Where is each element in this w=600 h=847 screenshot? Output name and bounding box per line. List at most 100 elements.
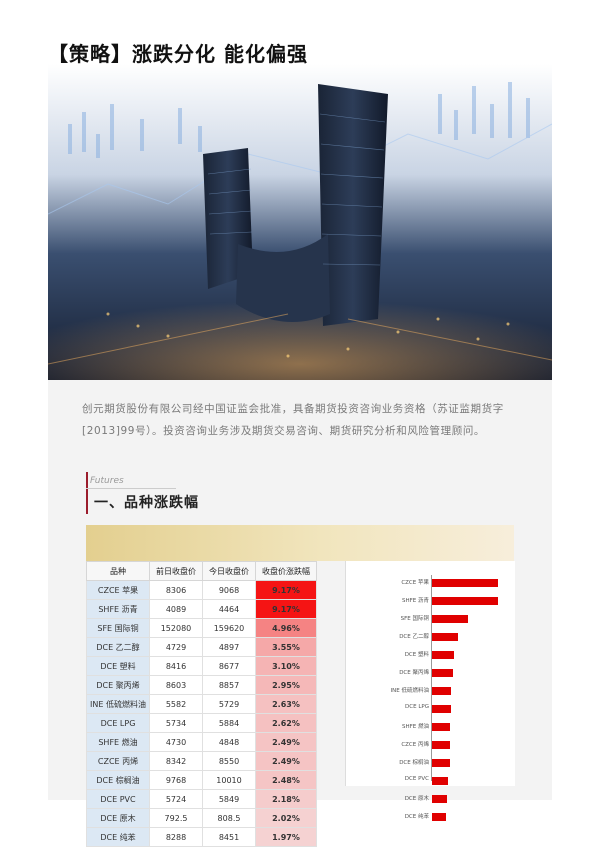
- cell-prev: 8416: [149, 656, 203, 676]
- cell-today: 8451: [202, 827, 256, 847]
- cell-name: DCE LPG: [86, 713, 150, 733]
- cell-today: 5849: [202, 789, 256, 809]
- bar-row: DCE 棕榈油: [346, 757, 515, 769]
- cell-today: 5884: [202, 713, 256, 733]
- bar: [432, 759, 450, 767]
- cell-prev: 5724: [149, 789, 203, 809]
- cell-name: DCE PVC: [86, 789, 150, 809]
- table-header-row: 品种 前日收盘价 今日收盘价 收盘价涨跌幅: [86, 561, 317, 581]
- table-row: INE 低硫燃料油 5582 5729 2.63%: [86, 694, 317, 714]
- bar-row: DCE PVC: [346, 775, 515, 787]
- table-row: SHFE 沥青 4089 4464 9.17%: [86, 599, 317, 619]
- cell-change: 2.49%: [255, 732, 317, 752]
- bar: [432, 813, 447, 821]
- bar-row: DCE 原木: [346, 793, 515, 805]
- table-row: DCE 原木 792.5 808.5 2.02%: [86, 808, 317, 828]
- cell-name: INE 低硫燃料油: [86, 694, 150, 714]
- bar: [432, 741, 450, 749]
- cell-today: 4897: [202, 637, 256, 657]
- cell-change: 3.55%: [255, 637, 317, 657]
- cell-change: 9.17%: [255, 580, 317, 600]
- table-row: DCE 聚丙烯 8603 8857 2.95%: [86, 675, 317, 695]
- chart-axis: [431, 575, 432, 781]
- bar: [432, 579, 499, 587]
- cell-today: 8677: [202, 656, 256, 676]
- table-row: DCE LPG 5734 5884 2.62%: [86, 713, 317, 733]
- table-row: SHFE 燃油 4730 4848 2.49%: [86, 732, 317, 752]
- bar-label: DCE 聚丙烯: [399, 670, 429, 676]
- cell-name: DCE 纯苯: [86, 827, 150, 847]
- section-title: 一、品种涨跌幅: [94, 495, 199, 511]
- header-change: 收盘价涨跌幅: [255, 561, 317, 581]
- bar: [432, 795, 447, 803]
- bar-label: DCE 原木: [404, 796, 429, 802]
- cell-today: 808.5: [202, 808, 256, 828]
- section-divider: [86, 488, 176, 489]
- header-prev-close: 前日收盘价: [149, 561, 203, 581]
- cell-today: 10010: [202, 770, 256, 790]
- cell-name: DCE 乙二醇: [86, 637, 150, 657]
- header-today-close: 今日收盘价: [202, 561, 256, 581]
- bar-label: DCE 棕榈油: [399, 760, 429, 766]
- table-row: DCE PVC 5724 5849 2.18%: [86, 789, 317, 809]
- cell-name: SHFE 燃油: [86, 732, 150, 752]
- cell-prev: 8603: [149, 675, 203, 695]
- cell-change: 3.10%: [255, 656, 317, 676]
- table-row: DCE 纯苯 8288 8451 1.97%: [86, 827, 317, 847]
- bar-row: SFE 国际铜: [346, 613, 515, 625]
- company-intro: 创元期货股份有限公司经中国证监会批准，具备期货投资咨询业务资格（苏证监期货字[2…: [82, 403, 504, 437]
- cell-prev: 4089: [149, 599, 203, 619]
- table-row: DCE 乙二醇 4729 4897 3.55%: [86, 637, 317, 657]
- cell-today: 5729: [202, 694, 256, 714]
- bar: [432, 615, 468, 623]
- section-accent-bar: [86, 472, 88, 514]
- cell-prev: 9768: [149, 770, 203, 790]
- bar-row: CZCE 苹果: [346, 577, 515, 589]
- bar-row: INE 低硫燃料油: [346, 685, 515, 697]
- bar-row: DCE LPG: [346, 703, 515, 715]
- bar: [432, 669, 454, 677]
- bar-row: DCE 聚丙烯: [346, 667, 515, 679]
- cell-today: 9068: [202, 580, 256, 600]
- bar-label: INE 低硫燃料油: [390, 688, 429, 694]
- cell-change: 1.97%: [255, 827, 317, 847]
- bar-label: DCE 塑料: [404, 652, 429, 658]
- cell-change: 2.02%: [255, 808, 317, 828]
- cell-prev: 5582: [149, 694, 203, 714]
- bar: [432, 687, 451, 695]
- header-name: 品种: [86, 561, 150, 581]
- cell-name: DCE 聚丙烯: [86, 675, 150, 695]
- bar: [432, 597, 499, 605]
- cell-name: DCE 塑料: [86, 656, 150, 676]
- bar-row: DCE 纯苯: [346, 811, 515, 823]
- section-tag: Futures: [90, 476, 124, 486]
- bar-label: CZCE 丙烯: [401, 742, 429, 748]
- cell-change: 4.96%: [255, 618, 317, 638]
- cell-name: DCE 原木: [86, 808, 150, 828]
- cell-name: DCE 棕榈油: [86, 770, 150, 790]
- table-row: CZCE 苹果 8306 9068 9.17%: [86, 580, 317, 600]
- bar: [432, 633, 458, 641]
- table-header-band: [86, 525, 514, 561]
- bar-row: SHFE 沥青: [346, 595, 515, 607]
- bar-row: DCE 乙二醇: [346, 631, 515, 643]
- bar-row: DCE 塑料: [346, 649, 515, 661]
- bar: [432, 723, 450, 731]
- bar-label: DCE 纯苯: [404, 814, 429, 820]
- cell-prev: 8342: [149, 751, 203, 771]
- bar-label: DCE 乙二醇: [399, 634, 429, 640]
- cell-today: 4464: [202, 599, 256, 619]
- cell-today: 8857: [202, 675, 256, 695]
- bar: [432, 705, 451, 713]
- table-row: DCE 塑料 8416 8677 3.10%: [86, 656, 317, 676]
- table-row: CZCE 丙烯 8342 8550 2.49%: [86, 751, 317, 771]
- table-row: DCE 棕榈油 9768 10010 2.48%: [86, 770, 317, 790]
- cell-change: 2.62%: [255, 713, 317, 733]
- cell-prev: 4729: [149, 637, 203, 657]
- cell-change: 2.63%: [255, 694, 317, 714]
- bar: [432, 651, 455, 659]
- cell-prev: 8288: [149, 827, 203, 847]
- bar-label: SHFE 沥青: [401, 598, 429, 604]
- bar-row: CZCE 丙烯: [346, 739, 515, 751]
- cell-name: SHFE 沥青: [86, 599, 150, 619]
